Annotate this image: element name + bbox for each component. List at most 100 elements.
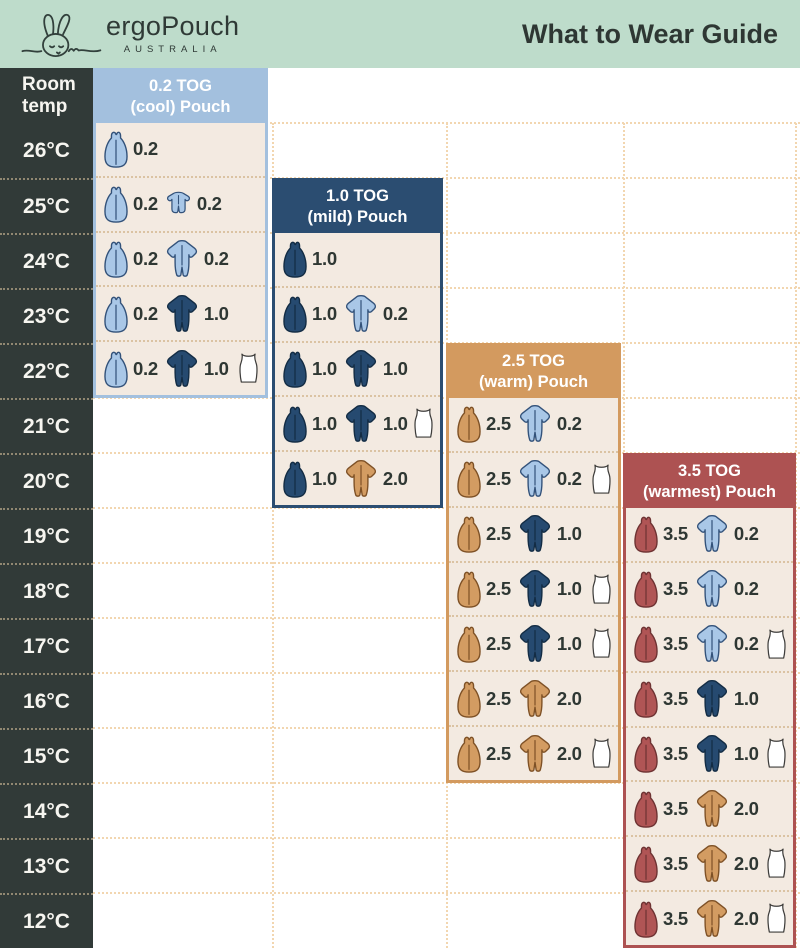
garment-tog-value: 2.0 bbox=[733, 852, 759, 874]
room-temp-cell: 21°C bbox=[0, 398, 93, 453]
panel-body: 3.5 0.2 3.5 0.2 3.5 0.2 3.5 1.0 3.5 1.0 bbox=[626, 508, 793, 945]
panel-title-line: (warmest) Pouch bbox=[643, 483, 776, 501]
pouch-icon bbox=[457, 571, 481, 608]
room-temp-label: 25°C bbox=[23, 194, 70, 218]
brand-name: ergoPouch bbox=[106, 11, 240, 41]
pouch-tog-value: 3.5 bbox=[663, 742, 688, 764]
singlet-icon bbox=[239, 353, 258, 383]
room-temp-label: 14°C bbox=[23, 799, 70, 823]
garment-tog-value: 1.0 bbox=[203, 302, 229, 324]
romper-icon bbox=[519, 569, 550, 607]
pouch-tog-value: 1.0 bbox=[312, 303, 337, 325]
pouch-tog-value: 2.5 bbox=[486, 632, 511, 654]
pouch-tog-value: 1.0 bbox=[312, 248, 337, 270]
singlet-icon bbox=[592, 738, 611, 768]
guide-row: 3.5 0.2 bbox=[626, 560, 793, 616]
romper-icon bbox=[345, 459, 376, 497]
pouch-tog-value: 2.5 bbox=[486, 578, 511, 599]
guide-row: 0.2 1.0 bbox=[96, 340, 265, 395]
panel-title-line: 3.5 TOG bbox=[678, 461, 741, 480]
romper-icon bbox=[519, 405, 550, 443]
pouch-tog-value: 3.5 bbox=[663, 907, 688, 929]
pouch-icon bbox=[104, 241, 128, 278]
pouch-tog-value: 1.0 bbox=[312, 467, 337, 489]
panel-title-line: (mild) Pouch bbox=[307, 208, 408, 226]
room-temp-column: Room temp 26°C 25°C 24°C 23°C 22°C 21°C 20°C 19… bbox=[0, 68, 93, 948]
pouch-icon bbox=[283, 461, 307, 498]
garment-tog-value: 0.2 bbox=[203, 247, 229, 269]
tog-panel-0.2: 0.2 TOG (cool) Pouch 0.2 0.2 0.2 0.2 0.2 … bbox=[93, 68, 268, 398]
pouch-icon bbox=[104, 351, 128, 388]
singlet-icon bbox=[767, 738, 786, 769]
pouch-icon bbox=[634, 846, 658, 883]
panel-title-line: (cool) Pouch bbox=[130, 98, 231, 116]
header-band: ergoPouch AUSTRALIA What to Wear Guide bbox=[0, 0, 800, 68]
romper-icon bbox=[696, 570, 727, 608]
pouch-icon bbox=[634, 736, 658, 773]
room-temp-label: 21°C bbox=[23, 414, 70, 438]
singlet-icon bbox=[767, 629, 786, 659]
guide-row: 3.5 1.0 bbox=[626, 725, 793, 781]
rabbit-logo-icon bbox=[21, 13, 102, 57]
garment-tog-value: 0.2 bbox=[556, 413, 582, 435]
guide-row: 3.5 2.0 bbox=[626, 835, 793, 890]
pouch-tog-value: 0.2 bbox=[133, 193, 158, 215]
room-temp-label: 23°C bbox=[23, 304, 70, 328]
romper-icon bbox=[166, 349, 197, 387]
pouch-icon bbox=[634, 626, 658, 663]
brand-subtitle: AUSTRALIA bbox=[123, 44, 222, 55]
room-temp-label: 13°C bbox=[23, 854, 70, 878]
pouch-icon bbox=[457, 516, 481, 553]
pouch-tog-value: 2.5 bbox=[486, 413, 511, 435]
room-temp-header: Room temp bbox=[0, 68, 93, 123]
pouch-tog-value: 0.2 bbox=[133, 138, 158, 160]
room-temp-label: 17°C bbox=[23, 634, 70, 658]
pouch-tog-value: 3.5 bbox=[663, 578, 688, 600]
room-temp-label: 16°C bbox=[23, 689, 70, 713]
pouch-tog-value: 2.5 bbox=[486, 742, 511, 764]
room-temp-label: 18°C bbox=[23, 579, 70, 603]
grid-col-line bbox=[795, 123, 797, 948]
guide-row: 3.5 1.0 bbox=[626, 670, 793, 726]
garment-tog-value: 0.2 bbox=[733, 633, 759, 655]
page-title: What to Wear Guide bbox=[521, 18, 778, 49]
room-temp-cell: 15°C bbox=[0, 728, 93, 783]
singlet-icon bbox=[414, 408, 433, 438]
grid-col-line bbox=[272, 123, 274, 948]
romper-icon bbox=[345, 295, 376, 333]
pouch-icon bbox=[457, 461, 481, 499]
room-temp-label: 15°C bbox=[23, 744, 70, 768]
garment-tog-value: 1.0 bbox=[556, 632, 582, 654]
guide-row: 0.2 bbox=[96, 123, 265, 176]
singlet-icon bbox=[767, 848, 786, 878]
pouch-tog-value: 3.5 bbox=[663, 797, 688, 819]
guide-row: 3.5 0.2 bbox=[626, 615, 793, 671]
pouch-tog-value: 1.0 bbox=[312, 412, 337, 434]
panel-title: 1.0 TOG (mild) Pouch bbox=[275, 181, 440, 233]
singlet-icon bbox=[592, 628, 611, 659]
guide-row: 1.0 1.0 bbox=[275, 395, 440, 450]
garment-tog-value: 1.0 bbox=[382, 412, 408, 434]
romper-icon bbox=[345, 404, 376, 442]
guide-row: 0.2 0.2 bbox=[96, 175, 265, 231]
romper-icon bbox=[696, 899, 727, 937]
romper-icon bbox=[519, 460, 550, 498]
romper-icon bbox=[696, 625, 727, 663]
pouch-icon bbox=[457, 407, 481, 444]
tog-panel-1.0: 1.0 TOG (mild) Pouch 1.0 1.0 0.2 1.0 1.0 … bbox=[272, 178, 443, 508]
romper-icon bbox=[519, 515, 550, 552]
pouch-tog-value: 3.5 bbox=[663, 523, 688, 545]
pouch-icon bbox=[457, 736, 481, 773]
pouch-icon bbox=[283, 241, 307, 279]
guide-row: 1.0 1.0 bbox=[275, 340, 440, 396]
romper-icon bbox=[696, 515, 727, 553]
room-temp-cell: 26°C bbox=[0, 123, 93, 178]
room-temp-header-label: Room temp bbox=[22, 73, 76, 117]
pouch-tog-value: 2.5 bbox=[486, 523, 511, 545]
room-temp-cell: 20°C bbox=[0, 453, 93, 508]
singlet-icon bbox=[767, 903, 786, 933]
panel-body: 1.0 1.0 0.2 1.0 1.0 1.0 1.0 1.0 2.0 bbox=[275, 233, 440, 505]
garment-tog-value: 0.2 bbox=[733, 523, 759, 545]
garment-tog-value: 2.0 bbox=[556, 687, 582, 709]
garment-tog-value: 1.0 bbox=[556, 578, 582, 599]
